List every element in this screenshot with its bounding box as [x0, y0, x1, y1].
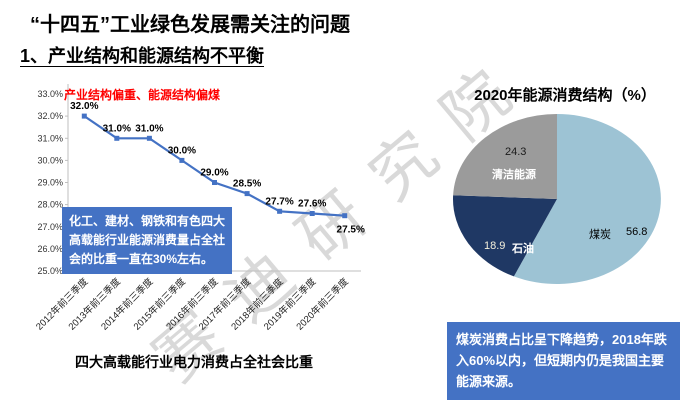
svg-text:25.0%: 25.0% [37, 266, 63, 276]
pie-label-oil-name: 石油 [512, 243, 534, 255]
svg-text:27.5%: 27.5% [337, 225, 365, 236]
pie-chart: 24.3 清洁能源 18.9 石油 煤炭 56.8 [440, 106, 680, 294]
line-chart-svg: 33.0% 32.0% 31.0% 30.0% 29.0% 28.0% 27.0% 26.0%… [33, 84, 365, 333]
pie-label-clean-energy-name: 清洁能源 [492, 169, 536, 181]
page-title: “十四五”工业绿色发展需关注的问题 [30, 14, 350, 36]
svg-text:27.0%: 27.0% [37, 222, 63, 232]
svg-text:29.0%: 29.0% [37, 178, 63, 188]
left-callout-box: 化工、建材、钢铁和有色四大高载能行业能源消费量占全社会的比重一直在30%左右。 [62, 207, 232, 274]
svg-text:26.0%: 26.0% [37, 244, 63, 254]
pie-label-oil-value: 18.9 [484, 240, 506, 252]
svg-text:27.6%: 27.6% [298, 199, 326, 210]
right-callout-box: 煤炭消费占比呈下降趋势，2018年跌入60%以内，但短期内仍是我国主要能源来源。 [447, 322, 680, 401]
svg-text:32.0%: 32.0% [70, 101, 98, 112]
pie-chart-svg [452, 114, 661, 284]
line-chart-annotation: 产业结构偏重、能源结构偏煤 [64, 88, 221, 102]
svg-text:31.0%: 31.0% [37, 133, 63, 143]
line-chart-caption: 四大高载能行业电力消费占全社会比重 [75, 354, 313, 370]
svg-text:31.0%: 31.0% [135, 123, 163, 134]
svg-text:28.5%: 28.5% [233, 179, 261, 190]
pie-label-coal-value: 56.8 [626, 226, 648, 238]
svg-text:28.0%: 28.0% [37, 200, 63, 210]
svg-text:31.0%: 31.0% [103, 123, 131, 134]
pie-chart-title: 2020年能源消费结构（%） [474, 87, 656, 104]
svg-text:33.0%: 33.0% [37, 89, 63, 99]
svg-text:27.7%: 27.7% [265, 196, 293, 207]
pie-label-clean-energy-value: 24.3 [505, 146, 527, 158]
line-chart: 33.0% 32.0% 31.0% 30.0% 29.0% 28.0% 27.0% 26.0%… [24, 74, 369, 364]
svg-text:30.0%: 30.0% [168, 145, 196, 156]
pie-label-coal-name: 煤炭 [589, 229, 611, 241]
section-heading: 1、产业结构和能源结构不平衡 [20, 46, 265, 66]
svg-text:30.0%: 30.0% [37, 155, 63, 165]
svg-text:29.0%: 29.0% [200, 168, 228, 179]
svg-text:32.0%: 32.0% [37, 111, 63, 121]
